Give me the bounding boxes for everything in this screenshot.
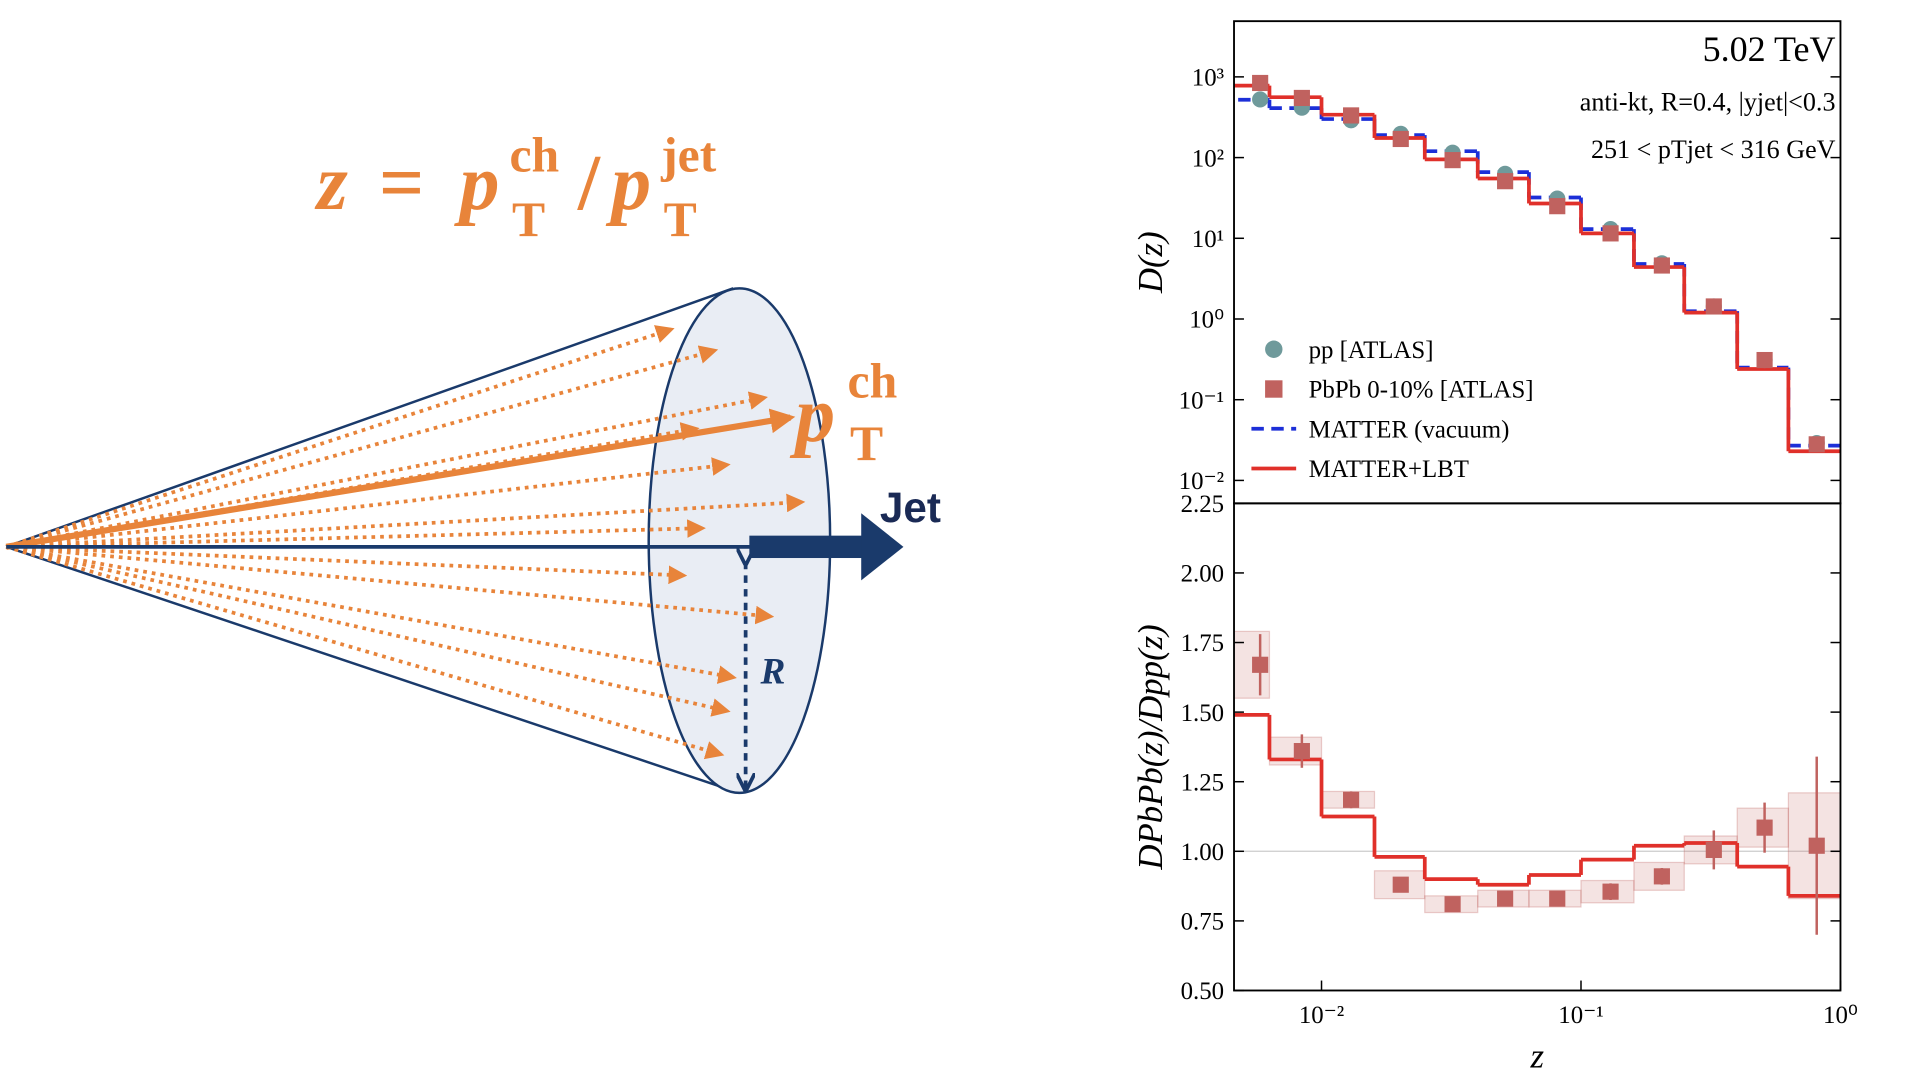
annotation: 5.02 TeV <box>1703 29 1836 69</box>
legend-label: MATTER (vacuum) <box>1309 416 1510 443</box>
data-point <box>1343 791 1360 808</box>
annotation: 251 < pTjet < 316 GeV <box>1591 135 1836 164</box>
legend-label: MATTER+LBT <box>1309 456 1469 483</box>
diagram: R Jet z = p ch T / p jet T p ch T <box>5 128 941 795</box>
data-point <box>1602 883 1619 900</box>
legend-label: PbPb 0-10% [ATLAS] <box>1309 377 1534 404</box>
y-tick-label: 10¹ <box>1192 226 1224 253</box>
data-point <box>1497 890 1514 907</box>
y-tick-label: 1.75 <box>1181 630 1224 657</box>
y-tick-label: 10⁻¹ <box>1179 387 1224 414</box>
data-point <box>1756 351 1773 369</box>
data-point <box>1808 436 1825 453</box>
radius-label: R <box>760 652 786 693</box>
x-tick-label: 10⁻² <box>1299 1002 1344 1029</box>
formula-p: p <box>454 139 500 227</box>
y-tick-label: 10⁰ <box>1189 307 1224 334</box>
y-tick-label: 10⁻² <box>1179 468 1224 495</box>
data-point <box>1252 91 1269 108</box>
formula-sup: ch <box>510 128 560 183</box>
leading-arrow <box>5 408 796 550</box>
formula-sup: jet <box>660 128 717 183</box>
cone-edge <box>5 287 734 549</box>
y-tick-label: 0.50 <box>1181 978 1224 1005</box>
jet-arrow <box>749 535 864 559</box>
data-point <box>1705 841 1722 858</box>
jet-label: Jet <box>880 484 941 531</box>
systematic-box <box>1373 870 1426 900</box>
data-point <box>1602 225 1619 242</box>
pt-sup: ch <box>848 354 898 409</box>
y-tick-label: 2.25 <box>1181 491 1224 518</box>
data-point <box>1808 837 1825 854</box>
y-tick-label: 2.00 <box>1181 561 1224 588</box>
pt-sub: T <box>850 416 883 471</box>
data-point <box>1252 656 1269 673</box>
formula-slash: / <box>577 139 601 227</box>
plot-area <box>1234 74 1841 454</box>
data-point <box>1444 152 1461 169</box>
annotation: anti-kt, R=0.4, |yjet|<0.3 <box>1580 88 1836 117</box>
legend-swatch <box>1265 380 1283 398</box>
x-tick-label: 10⁰ <box>1823 1002 1858 1029</box>
pt-label: p ch T <box>789 354 897 471</box>
data-point <box>1653 257 1670 274</box>
data-point <box>1392 876 1409 893</box>
x-axis-label: z <box>1529 1037 1544 1076</box>
formula-sub: T <box>664 192 697 247</box>
legend-swatch <box>1265 340 1283 358</box>
formula-p: p <box>605 139 651 227</box>
data-point <box>1549 198 1566 215</box>
jet-arrow-head <box>861 513 904 581</box>
y-tick-label: 10² <box>1192 145 1224 172</box>
cone-edge <box>5 545 740 795</box>
formula-sub: T <box>512 192 545 247</box>
data-point <box>1293 89 1310 107</box>
y-axis-label: D(z) <box>1131 231 1170 294</box>
y-tick-label: 10³ <box>1192 65 1224 92</box>
data-point <box>1392 130 1409 148</box>
formula: z = p ch T / p jet T <box>314 128 717 248</box>
data-point <box>1756 819 1773 836</box>
data-point <box>1653 868 1670 885</box>
x-tick-label: 10⁻¹ <box>1558 1002 1603 1029</box>
data-point <box>1549 890 1566 907</box>
y-tick-label: 1.50 <box>1181 700 1224 727</box>
legend-label: pp [ATLAS] <box>1309 337 1434 364</box>
y-axis-label: DPbPb(z)/Dpp(z) <box>1131 624 1170 870</box>
data-point <box>1497 173 1514 190</box>
data-point <box>1343 107 1360 124</box>
plot-area <box>1234 630 1841 935</box>
formula-z: z <box>314 139 348 227</box>
axes-frame <box>1233 502 1842 992</box>
formula-eq: = <box>379 139 424 227</box>
pt-p: p <box>789 371 835 459</box>
y-tick-label: 1.25 <box>1181 769 1224 796</box>
data-point <box>1293 743 1310 760</box>
y-tick-label: 1.00 <box>1181 839 1224 866</box>
data-point <box>1705 298 1722 315</box>
y-tick-label: 0.75 <box>1181 909 1224 936</box>
data-point <box>1252 74 1269 92</box>
data-point <box>1444 896 1461 913</box>
